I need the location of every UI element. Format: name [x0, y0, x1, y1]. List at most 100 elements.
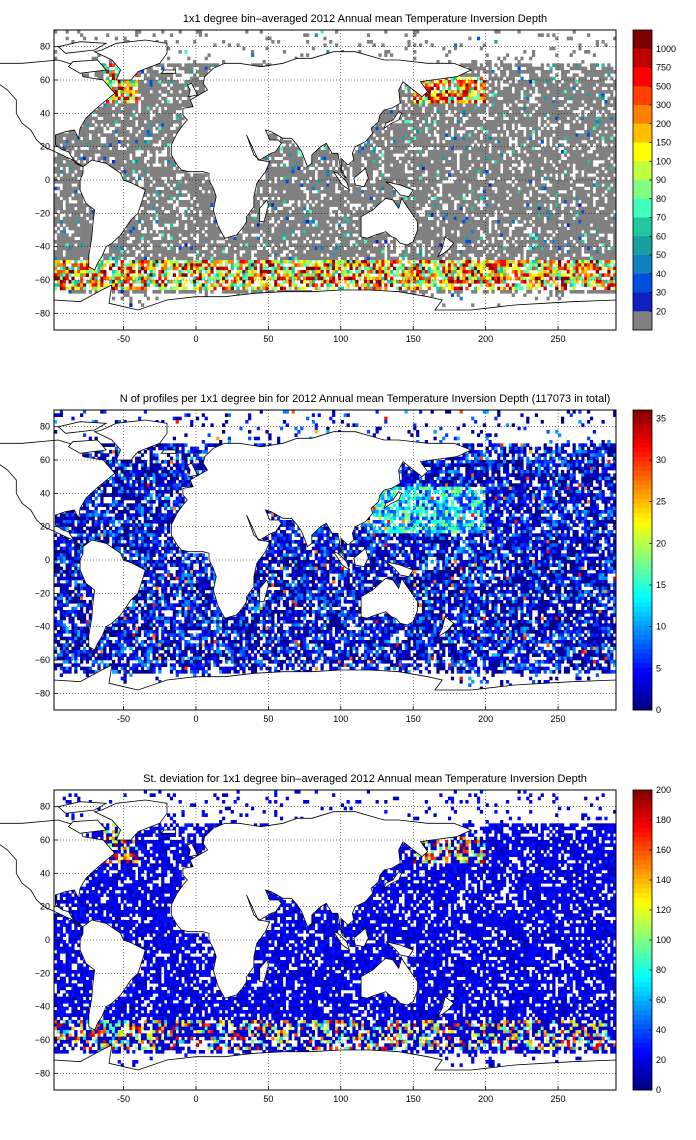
data-cell	[442, 173, 445, 177]
data-cell	[555, 160, 558, 164]
data-cell	[80, 130, 83, 134]
data-cell	[460, 197, 463, 201]
data-cell	[83, 203, 86, 207]
data-cell	[407, 110, 410, 114]
data-cell	[167, 150, 170, 154]
data-cell	[80, 160, 83, 164]
data-cell	[431, 97, 434, 101]
data-cell	[126, 97, 129, 101]
data-cell	[332, 153, 335, 157]
data-cell	[210, 203, 213, 207]
data-cell	[544, 193, 547, 197]
data-cell	[147, 160, 150, 164]
data-cell	[460, 183, 463, 187]
data-cell	[602, 130, 605, 134]
data-cell	[416, 103, 419, 107]
data-cell	[442, 220, 445, 224]
data-cell	[407, 123, 410, 127]
data-cell	[544, 153, 547, 157]
data-cell	[497, 213, 500, 217]
data-cell	[602, 70, 605, 74]
data-cell	[584, 213, 587, 217]
data-cell	[161, 213, 164, 217]
data-cell	[77, 213, 80, 217]
data-cell	[341, 187, 344, 191]
data-cell	[144, 127, 147, 131]
data-cell	[144, 113, 147, 117]
data-cell	[57, 137, 60, 141]
data-cell	[196, 213, 199, 217]
data-cell	[497, 137, 500, 141]
data-cell	[468, 163, 471, 167]
data-cell	[578, 197, 581, 201]
data-cell	[587, 83, 590, 87]
data-cell	[173, 130, 176, 134]
data-cell	[323, 177, 326, 181]
data-cell	[124, 133, 127, 137]
data-cell	[494, 63, 497, 67]
data-cell	[393, 190, 396, 194]
data-cell	[604, 120, 607, 124]
data-cell	[462, 157, 465, 161]
data-cell	[431, 127, 434, 131]
data-cell	[126, 93, 129, 97]
data-cell	[155, 140, 158, 144]
data-cell	[283, 157, 286, 161]
data-cell	[170, 203, 173, 207]
data-cell	[570, 80, 573, 84]
data-cell	[428, 220, 431, 224]
data-cell	[321, 180, 324, 184]
data-cell	[106, 80, 109, 84]
data-cell	[89, 117, 92, 121]
data-cell	[321, 200, 324, 204]
data-cell	[460, 103, 463, 107]
data-cell	[384, 53, 387, 57]
data-cell	[532, 123, 535, 127]
data-cell	[199, 67, 202, 71]
data-cell	[422, 100, 425, 104]
data-cell	[509, 127, 512, 131]
data-cell	[561, 67, 564, 71]
data-cell	[497, 83, 500, 87]
data-cell	[393, 123, 396, 127]
data-cell	[468, 90, 471, 94]
data-cell	[152, 73, 155, 77]
data-cell	[610, 173, 613, 177]
data-cell	[176, 193, 179, 197]
data-cell	[489, 83, 492, 87]
data-cell	[416, 120, 419, 124]
data-cell	[68, 220, 71, 224]
data-cell	[271, 133, 274, 137]
data-cell	[480, 173, 483, 177]
data-cell	[164, 183, 167, 187]
data-cell	[367, 163, 370, 167]
data-cell	[300, 183, 303, 187]
data-cell	[387, 117, 390, 121]
data-cell	[68, 180, 71, 184]
data-cell	[512, 160, 515, 164]
data-cell	[387, 50, 390, 54]
data-cell	[184, 187, 187, 191]
data-cell	[518, 143, 521, 147]
data-cell	[497, 160, 500, 164]
data-cell	[419, 103, 422, 107]
data-cell	[132, 133, 135, 137]
data-cell	[196, 83, 199, 87]
data-cell	[57, 187, 60, 191]
data-cell	[419, 190, 422, 194]
data-cell	[387, 140, 390, 144]
data-cell	[332, 187, 335, 191]
data-cell	[396, 200, 399, 204]
data-cell	[312, 187, 315, 191]
data-cell	[494, 170, 497, 174]
data-cell	[161, 87, 164, 91]
data-cell	[489, 123, 492, 127]
data-cell	[457, 140, 460, 144]
data-cell	[431, 213, 434, 217]
data-cell	[132, 83, 135, 87]
data-cell	[480, 63, 483, 67]
data-cell	[428, 167, 431, 171]
data-cell	[431, 117, 434, 121]
data-cell	[462, 87, 465, 91]
data-cell	[129, 137, 132, 141]
